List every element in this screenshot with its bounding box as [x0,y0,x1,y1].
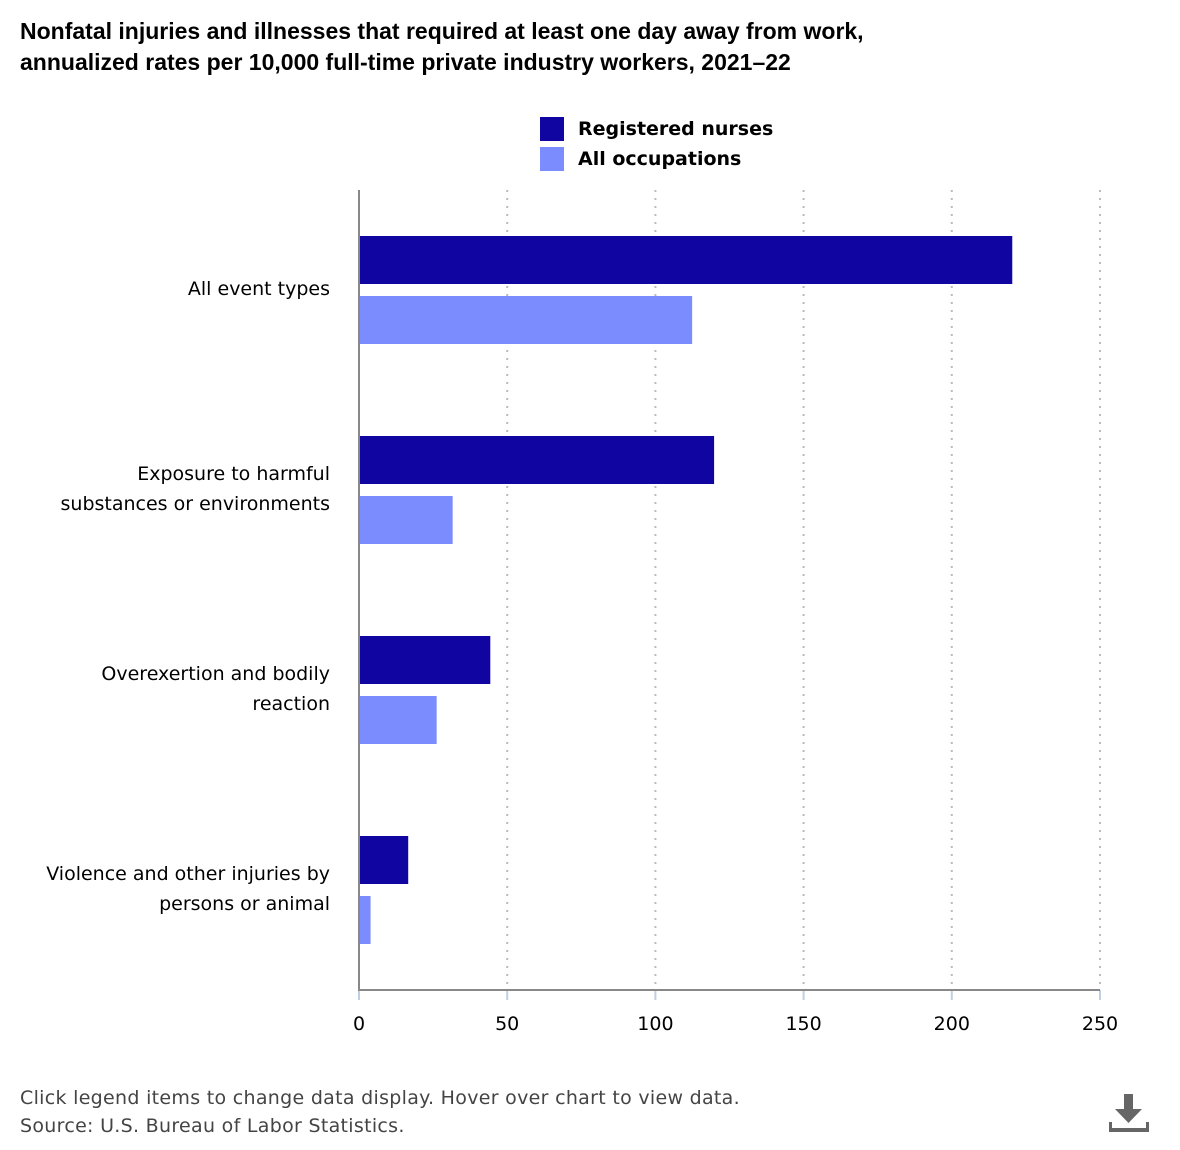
legend-label: All occupations [578,148,742,170]
y-category-label: Overexertion and bodily [101,663,330,685]
chart-title: Nonfatal injuries and illnesses that req… [20,16,1140,78]
y-category-label: substances or environments [61,493,331,515]
bar-all-occupations[interactable] [359,296,693,344]
title-line: Nonfatal injuries and illnesses that req… [20,18,864,44]
chart-footer: Click legend items to change data displa… [20,1084,740,1140]
bar-registered-nurses[interactable] [359,636,491,684]
x-tick-label: 200 [934,1013,970,1035]
download-icon [1109,1094,1149,1132]
download-button[interactable] [1106,1092,1152,1138]
y-category-label: persons or animal [159,893,330,915]
bar-registered-nurses[interactable] [359,436,715,484]
x-tick-label: 150 [785,1013,821,1035]
bar-all-occupations[interactable] [359,696,437,744]
title-line: annualized rates per 10,000 full-time pr… [20,49,791,75]
y-category-label: Exposure to harmful [137,463,330,485]
bar-registered-nurses[interactable] [359,836,409,884]
legend-label: Registered nurses [578,118,774,140]
legend-item-registered-nurses[interactable]: Registered nurses [540,114,773,144]
legend: Registered nurses All occupations [540,114,773,174]
y-category-label: Violence and other injuries by [46,863,330,885]
x-tick-label: 50 [495,1013,519,1035]
bar-all-occupations[interactable] [359,896,371,944]
legend-item-all-occupations[interactable]: All occupations [540,144,773,174]
legend-swatch [540,117,564,141]
bar-registered-nurses[interactable] [359,236,1013,284]
footer-source: Source: U.S. Bureau of Labor Statistics. [20,1115,405,1137]
x-tick-label: 0 [353,1013,365,1035]
x-tick-label: 100 [637,1013,673,1035]
y-category-label: All event types [188,278,330,300]
x-tick-label: 250 [1082,1013,1118,1035]
legend-swatch [540,147,564,171]
footer-note: Click legend items to change data displa… [20,1087,740,1109]
y-category-label: reaction [252,693,330,715]
bar-all-occupations[interactable] [359,496,453,544]
